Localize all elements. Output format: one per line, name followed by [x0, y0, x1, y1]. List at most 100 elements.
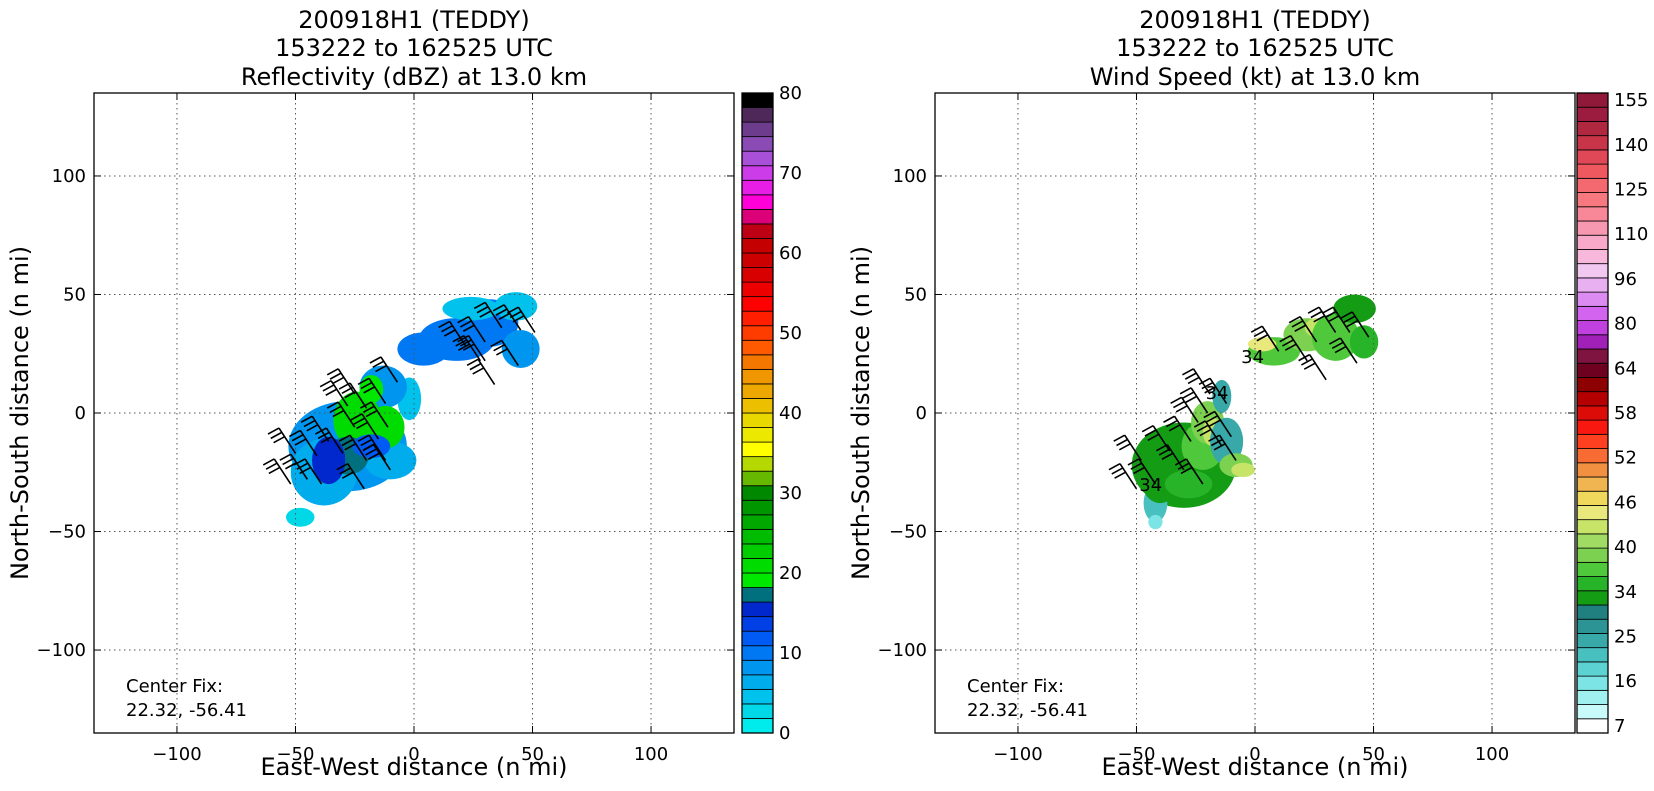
y-tick-label: −50	[48, 522, 86, 543]
wind-barb	[1307, 306, 1337, 333]
barb-flag	[1196, 424, 1209, 432]
x-tick-label: 100	[1475, 744, 1509, 765]
barb-flag	[339, 467, 351, 475]
x-tick-label: −50	[276, 744, 314, 765]
colorbar-tick-label: 125	[1614, 180, 1648, 201]
field-cell	[1164, 469, 1213, 499]
colorbar-swatch	[1576, 348, 1609, 364]
y-tick-label: −50	[889, 522, 927, 543]
barb-flag	[320, 435, 333, 444]
colorbar-tick-label: 10	[779, 643, 802, 664]
chart-title-line-1: 200918H1 (TEDDY)	[1139, 6, 1370, 34]
barb-flag	[299, 466, 312, 475]
colorbar-swatch	[741, 441, 774, 458]
colorbar-swatch	[1576, 206, 1609, 222]
wind-barb	[452, 334, 482, 362]
wind-barb	[492, 304, 522, 331]
barb-flag	[291, 434, 304, 442]
colorbar-tick-label: 64	[1614, 358, 1637, 379]
center-fix-label: Center Fix:	[126, 676, 223, 697]
colorbar-swatch	[1576, 590, 1609, 606]
barb-flag	[457, 315, 469, 324]
colorbar-swatch	[741, 194, 774, 210]
barb-flag	[443, 329, 456, 337]
wind-barb	[1208, 434, 1237, 461]
barb-flag	[1130, 462, 1143, 470]
colorbar-tick-label: 155	[1614, 90, 1648, 111]
barb-flag	[1288, 315, 1301, 324]
colorbar-swatch	[1576, 220, 1609, 236]
field-cell	[1247, 337, 1277, 352]
colorbar-swatch	[1576, 718, 1609, 734]
barb-flag	[1161, 452, 1174, 460]
colorbar-tick-label: 0	[779, 723, 790, 744]
barb-flag	[476, 306, 489, 314]
barb-flag	[1174, 458, 1187, 466]
colorbar-swatch	[1576, 419, 1609, 435]
wind-barb	[338, 434, 368, 461]
colorbar-tick-label: 40	[1614, 537, 1637, 558]
axis-ticks: −100 −50 0 50 100 −100 −50 0 50 100	[878, 93, 1575, 765]
colorbar-swatch	[1576, 92, 1609, 108]
barb-flag	[294, 438, 307, 446]
barb-flag	[1321, 306, 1334, 314]
colorbar-swatch	[741, 107, 774, 123]
colorbar-swatch	[1576, 661, 1609, 677]
barb-flag	[438, 320, 451, 329]
colorbar-swatch	[741, 383, 774, 399]
colorbar-tick-label: 70	[779, 163, 802, 184]
wind-barbs	[262, 301, 536, 490]
barb-flag	[357, 377, 370, 386]
reflectivity-panel: 200918H1 (TEDDY) 153222 to 162525 UTC Re…	[6, 6, 802, 781]
barb-flag	[368, 452, 380, 460]
barb-flag	[306, 424, 319, 432]
colorbar-tick-label: 52	[1614, 448, 1637, 469]
x-tick-label: 0	[1249, 744, 1260, 765]
y-axis-label: North-South distance (n mi)	[6, 246, 34, 580]
barb-flag	[1177, 462, 1190, 470]
barb-flag	[1303, 362, 1316, 370]
barb-flag	[319, 379, 332, 388]
barb-flag	[1206, 415, 1218, 423]
colorbar-swatch	[1576, 305, 1609, 321]
barb-flag	[353, 417, 366, 425]
barb-flag	[1284, 343, 1297, 351]
colorbar-swatch	[1576, 547, 1609, 563]
barb-flag	[457, 334, 469, 343]
contour-label: 34	[1206, 383, 1229, 404]
x-tick-label: −100	[993, 744, 1042, 765]
field-cell	[1333, 294, 1376, 323]
colorbar-swatch	[741, 252, 774, 268]
colorbar-swatch	[741, 165, 774, 181]
barb-flag	[1204, 386, 1217, 394]
barb-flag	[363, 386, 376, 394]
barb-flag	[1111, 467, 1124, 475]
field-cell	[1349, 325, 1379, 359]
colorbar-swatch	[741, 398, 774, 414]
barb-flag	[362, 443, 375, 452]
barb-flag	[1343, 315, 1356, 323]
barb-flag	[1291, 320, 1304, 328]
colorbar-swatch	[741, 412, 774, 428]
colorbar-swatch	[1576, 519, 1609, 535]
colorbar-swatch	[741, 267, 774, 283]
colorbar-swatch	[1576, 462, 1609, 478]
wind-barb	[1113, 434, 1142, 461]
barb-flag	[332, 409, 345, 418]
colorbar-swatch	[1576, 647, 1609, 663]
colorbar-swatch	[1576, 391, 1609, 407]
barb-flag	[329, 405, 342, 414]
barb-flag	[1294, 324, 1307, 332]
barb-flag	[498, 312, 511, 321]
barb-flag	[1313, 315, 1326, 323]
barb-flag	[356, 421, 368, 430]
wind-barb	[507, 306, 536, 333]
barb-flag	[325, 388, 338, 396]
y-tick-label: 50	[904, 284, 927, 305]
colorbar-swatch	[741, 208, 774, 225]
colorbar-swatch	[741, 587, 774, 603]
barb-flag	[1346, 319, 1359, 328]
barb-flag	[469, 362, 482, 371]
barb-flag	[492, 304, 505, 312]
